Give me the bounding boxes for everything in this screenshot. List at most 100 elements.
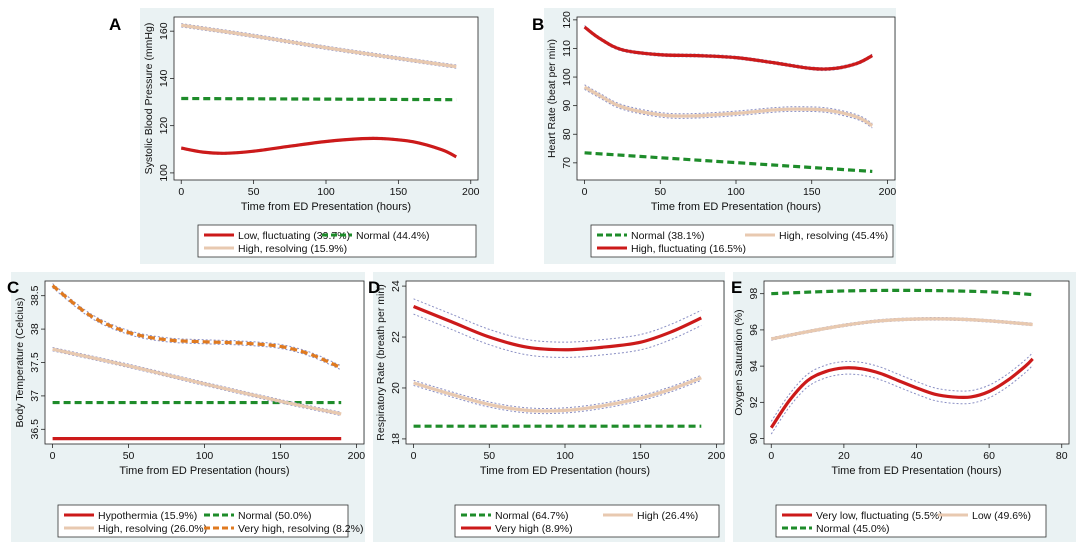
- series-line: [52, 347, 342, 416]
- series-line: [769, 357, 1034, 429]
- y-tick-label: 90: [748, 433, 760, 445]
- series-line: [413, 376, 702, 413]
- y-tick-label: 98: [748, 288, 760, 300]
- legend-label: Normal (38.1%): [631, 230, 705, 242]
- panel-label: A: [109, 15, 121, 34]
- y-axis-title: Respiratory Rate (breath per min): [375, 284, 387, 440]
- series: [769, 352, 1034, 435]
- legend-label: Normal (64.7%): [495, 510, 569, 522]
- y-tick-label: 20: [390, 382, 402, 394]
- y-tick-label: 100: [561, 68, 573, 86]
- legend-label: Very low, fluctuating (5.5%): [816, 510, 943, 522]
- confidence-band: [413, 298, 702, 343]
- x-tick-label: 200: [879, 186, 897, 198]
- series: [52, 346, 342, 417]
- x-tick-label: 200: [462, 186, 480, 198]
- legend-box: [454, 504, 720, 538]
- y-tick-label: 96: [748, 324, 760, 336]
- panel-a: A 0 50 100 150 200 100 120 140 160 Time from ED Pr…: [109, 8, 494, 264]
- legend-label: High, resolving (45.4%): [779, 230, 888, 242]
- y-tick-label: 100: [158, 164, 170, 182]
- x-tick-label: 200: [708, 450, 726, 462]
- confidence-band: [584, 84, 873, 124]
- legend: Low, fluctuating (39.7%) Normal (44.4%) Hi…: [197, 224, 477, 258]
- confidence-band: [584, 88, 873, 129]
- series: [180, 136, 458, 159]
- y-tick-label: 36.5: [29, 419, 41, 440]
- legend-label: Very high (8.9%): [495, 523, 573, 535]
- x-tick-label: 100: [727, 186, 745, 198]
- x-tick-label: 80: [1056, 450, 1068, 462]
- x-tick-label: 0: [582, 186, 588, 198]
- series: [181, 96, 457, 102]
- y-tick-label: 22: [390, 331, 402, 343]
- legend-box: [775, 504, 1047, 538]
- x-tick-label: 100: [317, 186, 335, 198]
- x-tick-label: 150: [390, 186, 408, 198]
- panel-c: C 0 50 100 150 200 36.5 37 37.5 38 38.5 Time from E…: [7, 272, 365, 542]
- plot-area: [405, 280, 725, 445]
- x-tick-label: 50: [123, 450, 135, 462]
- series: [51, 283, 342, 371]
- series-line: [583, 85, 874, 128]
- y-tick-label: 80: [561, 128, 573, 140]
- series-line: [181, 23, 457, 69]
- y-axis-title: Heart Rate (beat per min): [546, 39, 558, 158]
- confidence-band: [413, 313, 702, 358]
- y-tick-label: 38.5: [29, 285, 41, 306]
- confidence-band: [770, 364, 1034, 435]
- series: [412, 298, 702, 358]
- legend-box: [57, 504, 349, 538]
- series: [771, 288, 1033, 297]
- series-line: [181, 96, 457, 102]
- panel-label: D: [368, 278, 380, 297]
- panel-label: E: [731, 278, 742, 297]
- y-tick-label: 140: [158, 70, 170, 88]
- x-tick-label: 50: [483, 450, 495, 462]
- x-axis-title: Time from ED Presentation (hours): [119, 465, 289, 477]
- panel-e: E 0 20 40 60 80 90 92 94 96 98 Time from ED Present…: [731, 272, 1076, 542]
- x-tick-label: 0: [50, 450, 56, 462]
- y-tick-label: 120: [158, 117, 170, 135]
- legend-label: High (26.4%): [637, 510, 698, 522]
- y-axis-title: Body Temperature (Celcius): [14, 298, 26, 428]
- series: [181, 23, 457, 69]
- y-tick-label: 160: [158, 22, 170, 40]
- panel-label: B: [532, 15, 544, 34]
- x-axis-title: Time from ED Presentation (hours): [651, 201, 821, 213]
- plot-area: [763, 280, 1070, 445]
- y-tick-label: 18: [390, 433, 402, 445]
- x-tick-label: 60: [983, 450, 995, 462]
- x-tick-label: 100: [196, 450, 214, 462]
- x-tick-label: 200: [348, 450, 366, 462]
- series: [770, 317, 1033, 341]
- x-tick-label: 0: [768, 450, 774, 462]
- legend-box: [197, 224, 477, 258]
- panel-b: B 0 50 100 150 200 70 80 90 100 110 120 Time from ED…: [532, 8, 896, 264]
- legend: Hypothermia (15.9%) Normal (50.0%) High, r…: [57, 504, 363, 538]
- y-tick-label: 92: [748, 396, 760, 408]
- series-line: [584, 151, 873, 174]
- x-tick-label: 40: [911, 450, 923, 462]
- confidence-band: [52, 287, 342, 371]
- legend: Normal (64.7%) High (26.4%) Very high (8.9…: [454, 504, 720, 538]
- series: [584, 151, 873, 174]
- x-axis-title: Time from ED Presentation (hours): [480, 465, 650, 477]
- legend-label: High, resolving (15.9%): [238, 243, 347, 255]
- confidence-band: [52, 283, 342, 367]
- x-tick-label: 0: [411, 450, 417, 462]
- x-tick-label: 0: [178, 186, 184, 198]
- plot-area: [576, 16, 896, 181]
- legend-label: Hypothermia (15.9%): [98, 510, 197, 522]
- series-line: [770, 317, 1033, 341]
- series-line: [180, 136, 458, 159]
- legend-box: [590, 224, 894, 258]
- x-tick-label: 150: [632, 450, 650, 462]
- x-tick-label: 50: [654, 186, 666, 198]
- y-axis-title: Systolic Blood Pressure (mmHg): [143, 23, 155, 175]
- legend: Normal (38.1%) High, resolving (45.4%) Hig…: [590, 224, 894, 258]
- series-line: [771, 288, 1033, 297]
- panel-d: D 0 50 100 150 200 18 20 22 24 Time from ED Presen…: [368, 272, 725, 542]
- series: [583, 84, 874, 129]
